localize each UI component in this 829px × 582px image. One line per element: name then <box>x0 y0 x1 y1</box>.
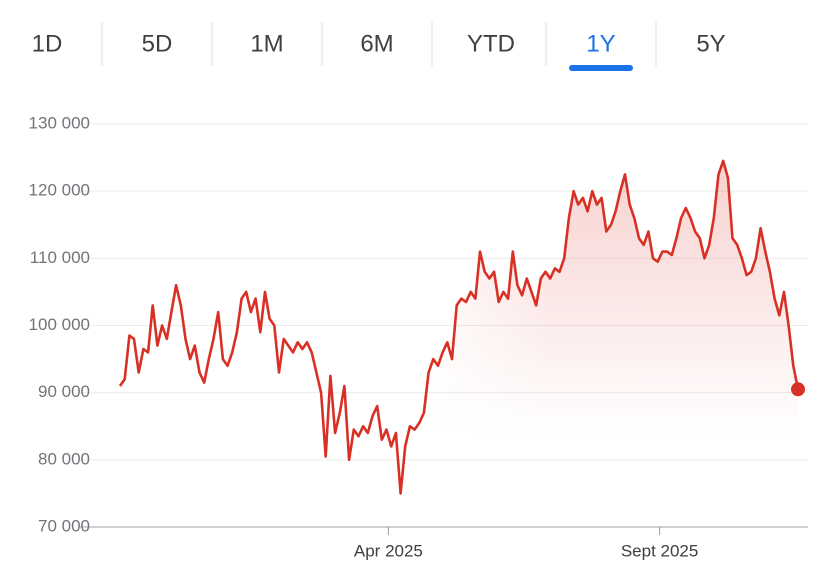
y-tick-label: 100 000 <box>29 315 90 334</box>
range-tab-label[interactable]: 1D <box>32 30 63 57</box>
y-tick-label: 120 000 <box>29 181 90 200</box>
range-tab[interactable]: 5Y <box>696 30 725 57</box>
y-tick-label: 80 000 <box>38 449 90 468</box>
y-tick-label: 90 000 <box>38 382 90 401</box>
area-fill <box>120 160 798 527</box>
range-tab[interactable]: 1M <box>250 30 283 57</box>
range-tab[interactable]: 5D <box>142 30 173 57</box>
y-tick-label: 130 000 <box>29 113 90 132</box>
range-tab-label[interactable]: 5Y <box>696 30 725 57</box>
last-price-marker <box>791 382 805 397</box>
range-tab[interactable]: 1Y <box>569 30 633 71</box>
range-tab[interactable]: YTD <box>467 30 515 57</box>
price-line <box>118 159 800 495</box>
range-tab[interactable]: 6M <box>360 30 393 57</box>
range-tab-label[interactable]: 1M <box>250 30 283 57</box>
y-tick-label: 110 000 <box>30 248 90 267</box>
range-tab-label[interactable]: 5D <box>142 30 173 57</box>
range-tab[interactable]: 1D <box>32 30 63 57</box>
x-tick-label: Sept 2025 <box>621 541 699 560</box>
selected-indicator <box>569 65 633 71</box>
x-tick-label: Apr 2025 <box>354 541 423 560</box>
range-tab-label[interactable]: 1Y <box>586 30 615 57</box>
range-tab-label[interactable]: 6M <box>360 30 393 57</box>
range-tab-label[interactable]: YTD <box>467 30 515 57</box>
plot-area: 70 000 80 000 90 000 100 000 110 000 120 000 1… <box>29 113 808 560</box>
y-tick-label: 70 000 <box>38 516 90 535</box>
range-tabs: 1D 5D 1M 6M YTD 1Y 5Y <box>32 22 726 71</box>
